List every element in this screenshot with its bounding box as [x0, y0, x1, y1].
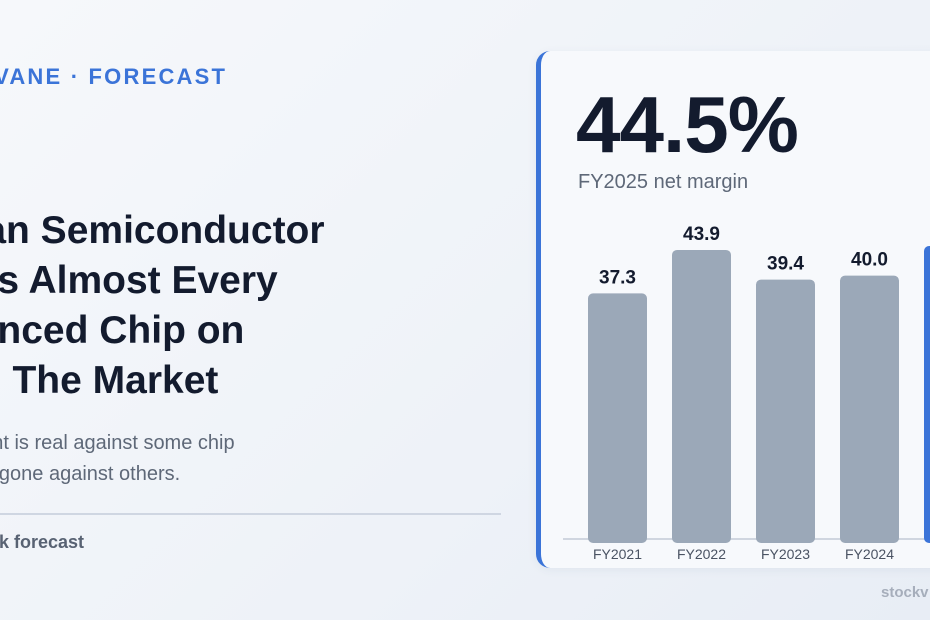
- bar-fy2022: [672, 249, 731, 543]
- headline-line: vanced Chip on: [0, 309, 245, 352]
- x-tick-label: FY2022: [677, 546, 726, 562]
- footer-label: tock forecast: [0, 532, 85, 552]
- bar-fy2025: [924, 246, 930, 543]
- stat-card: 44.5% FY2025 net margin 37.3 FY2021 43.9 FY…: [536, 51, 930, 568]
- headline-line: wan Semiconductor: [0, 209, 325, 252]
- big-stat-label: FY2025 net margin: [578, 171, 749, 193]
- headline-line: th. The Market: [0, 359, 219, 402]
- bar-fy2023: [756, 279, 815, 543]
- bar-value-label: 43.9: [683, 224, 720, 245]
- bar-value-label: 39.4: [767, 254, 804, 275]
- x-tick-label: FY2023: [761, 546, 810, 562]
- headline-line: kes Almost Every: [0, 259, 278, 302]
- big-stat-value: 44.5%: [576, 80, 799, 169]
- bar-value-label: 40.0: [851, 250, 888, 271]
- bar-chart: 37.3 FY2021 43.9 FY2022 39.4 FY2023 40.0 FY2024…: [563, 224, 930, 562]
- dek: count is real against some chip and gone…: [0, 428, 340, 490]
- headline: wan Semiconductor kes Almost Every vance…: [0, 206, 424, 406]
- bar-value-label: 37.3: [599, 267, 636, 288]
- dek-line: count is real against some chip: [0, 432, 235, 454]
- bar-fy2024: [840, 275, 899, 543]
- dek-line: and gone against others.: [0, 463, 181, 485]
- x-tick-label: FY2024: [845, 546, 894, 562]
- watermark: stockv: [881, 584, 929, 601]
- brand-label: KVANE · FORECAST: [0, 64, 228, 89]
- x-tick-label: FY2025: [929, 546, 930, 562]
- x-tick-label: FY2021: [593, 546, 642, 562]
- divider: [0, 513, 501, 515]
- bar-fy2021: [588, 293, 647, 543]
